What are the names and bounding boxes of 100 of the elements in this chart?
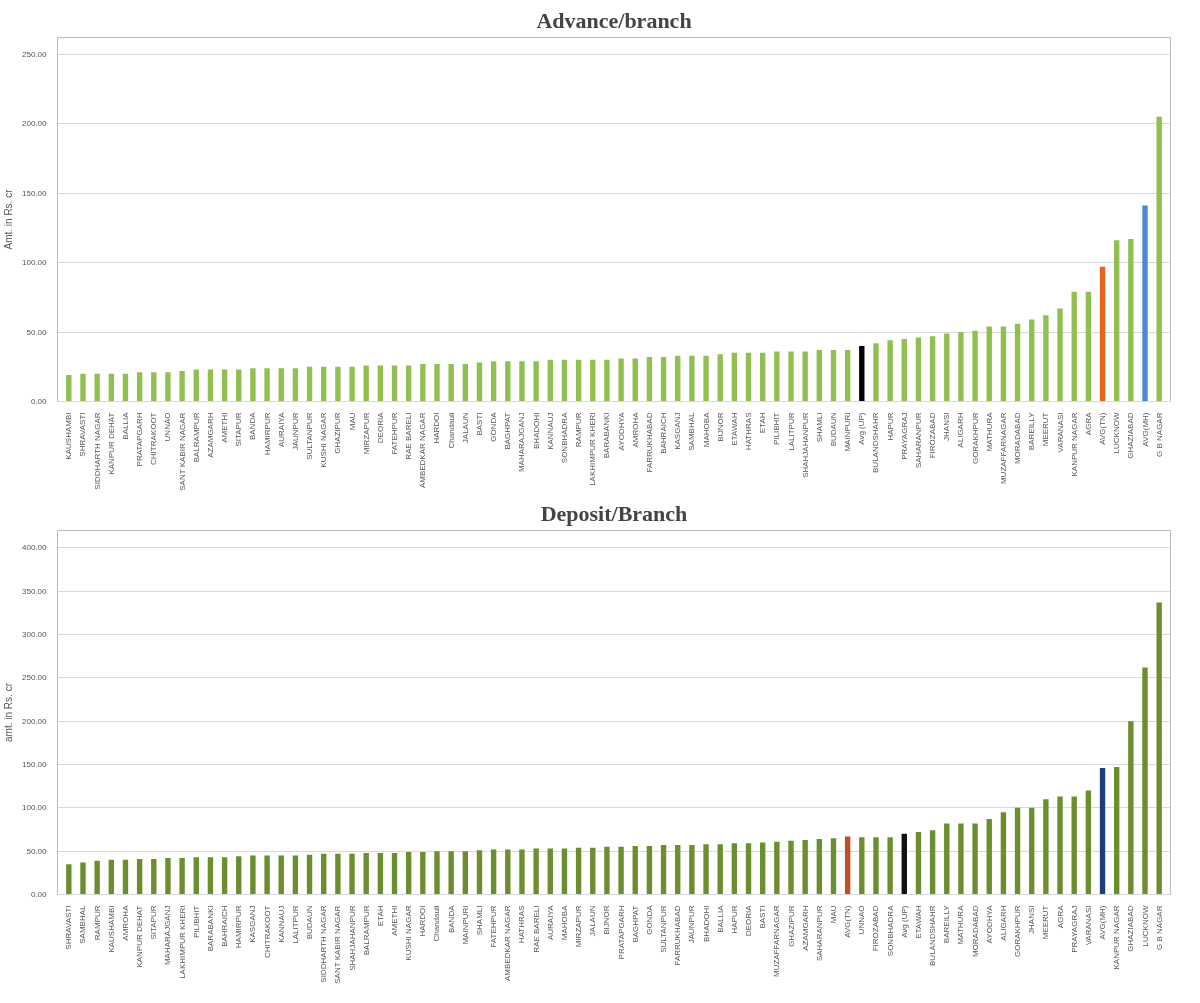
bar	[363, 852, 369, 895]
x-tick-label: HAMIRPUR	[234, 905, 244, 949]
bar	[1128, 238, 1134, 402]
x-tick-label: HAPUR	[729, 905, 739, 934]
bar	[1000, 812, 1007, 895]
x-tick-label: GHAZIABAD	[1126, 412, 1136, 459]
x-tick-label: AURAIYA	[545, 904, 555, 941]
bar	[292, 855, 299, 895]
x-tick-label: HATHRAS	[744, 412, 754, 451]
bar	[816, 350, 823, 402]
x-tick-label: SULTANPUR	[659, 905, 669, 953]
x-tick-label: AZAMGARH	[800, 905, 810, 951]
x-tick-label: BHADOHI	[701, 905, 711, 942]
bar	[1014, 323, 1021, 402]
x-tick-label: G B NAGAR	[1154, 412, 1164, 457]
x-tick-label: DEORIA	[744, 904, 754, 937]
bar	[66, 864, 72, 895]
x-tick-label: HATHRAS	[517, 905, 527, 944]
bar	[94, 860, 100, 895]
x-tick-label: MAINPURI	[843, 412, 853, 452]
x-tick-label: KANPUR DEHAT	[135, 905, 145, 968]
bar	[873, 343, 879, 402]
x-tick-label: KANNAUJ	[276, 905, 286, 943]
bar	[972, 823, 978, 895]
bar	[264, 368, 270, 402]
x-tick-label: BANDA	[446, 904, 456, 934]
bar	[151, 372, 157, 402]
bar	[250, 855, 256, 895]
bar	[1142, 667, 1148, 895]
bar	[250, 368, 256, 402]
bar	[788, 351, 794, 402]
x-tick-label: SHAMLI	[814, 412, 824, 443]
bar	[391, 852, 398, 895]
x-tick-label: SHAHJAHANPUR	[800, 412, 810, 478]
y-tick-label: 150.00	[22, 188, 48, 198]
bar	[108, 373, 114, 402]
x-tick-label: CHITRAKOOT	[262, 905, 272, 958]
bar	[632, 845, 638, 895]
x-tick-label: LUCKNOW	[1140, 905, 1150, 947]
x-tick-label: RAE BARELI	[404, 412, 414, 460]
bar	[1114, 767, 1120, 895]
bar	[901, 338, 907, 402]
x-tick-label: UNNAO	[163, 412, 173, 442]
x-tick-label: JALAUN	[460, 412, 470, 444]
x-tick-label: GHAZIPUR	[333, 412, 343, 454]
bar	[590, 847, 596, 895]
x-tick-label: SHRAVASTI	[78, 412, 88, 457]
x-tick-label: SAHARANPUR	[814, 905, 824, 962]
x-tick-label: KUSHI NAGAR	[404, 905, 414, 961]
bar	[335, 366, 341, 402]
x-tick-label: ALIGARH	[956, 412, 966, 448]
x-tick-label: LALITPUR	[786, 412, 796, 451]
bar	[420, 363, 426, 402]
bar	[306, 366, 313, 402]
x-tick-label: BALRAMPUR	[361, 905, 371, 956]
x-tick-label: JHANSI	[942, 412, 952, 441]
bar	[1099, 767, 1106, 895]
bar	[165, 858, 171, 895]
x-tick-label: JALAUN	[588, 905, 598, 937]
x-tick-label: MATHURA	[956, 904, 966, 945]
y-tick-label: 0.00	[30, 397, 48, 406]
x-tick-label: SONBHADRA	[885, 904, 895, 957]
bar	[689, 355, 695, 402]
bar	[377, 365, 384, 402]
x-tick-label: MAHOBA	[559, 904, 569, 941]
bar	[929, 830, 936, 895]
bar	[533, 848, 539, 895]
x-tick-label: Avg (UP)	[899, 905, 909, 938]
bar	[306, 854, 313, 895]
x-tick-label: SAMBHAL	[687, 411, 697, 451]
x-tick-label: RAMPUR	[574, 412, 584, 448]
bar	[986, 326, 992, 402]
bar	[604, 846, 610, 895]
bar	[1014, 807, 1021, 895]
bar	[646, 357, 653, 402]
bar	[136, 858, 143, 895]
x-tick-label: SITAPUR	[149, 905, 159, 940]
x-tick-label: VARANASI	[1055, 412, 1065, 453]
y-tick-label: 50.00	[26, 327, 48, 337]
bar	[944, 333, 950, 402]
y-axis-title: amt. in Rs. cr	[3, 682, 15, 742]
bar	[1142, 205, 1148, 402]
x-tick-label: MEERUT	[1041, 905, 1051, 940]
x-tick-label: BUDAUN	[828, 412, 838, 447]
x-tick-label: MORADABAD	[970, 905, 980, 958]
bar	[1043, 799, 1049, 895]
y-tick-label: 200.00	[22, 716, 48, 726]
bar	[179, 858, 185, 895]
bar	[1085, 790, 1092, 895]
x-tick-label: MATHURA	[984, 411, 994, 452]
x-tick-label: MAHARAJGANJ	[163, 905, 173, 966]
x-tick-label: AURAIYA	[276, 411, 286, 448]
bar	[802, 351, 808, 402]
bar	[66, 375, 72, 402]
bar	[448, 363, 454, 402]
x-tick-label: LAKHIMPUR KHERI	[588, 412, 598, 486]
x-tick-label: MAU	[828, 905, 838, 924]
x-tick-label: BAGHPAT	[503, 412, 513, 450]
bar	[207, 857, 214, 895]
x-tick-label: KASGANJ	[248, 905, 258, 943]
